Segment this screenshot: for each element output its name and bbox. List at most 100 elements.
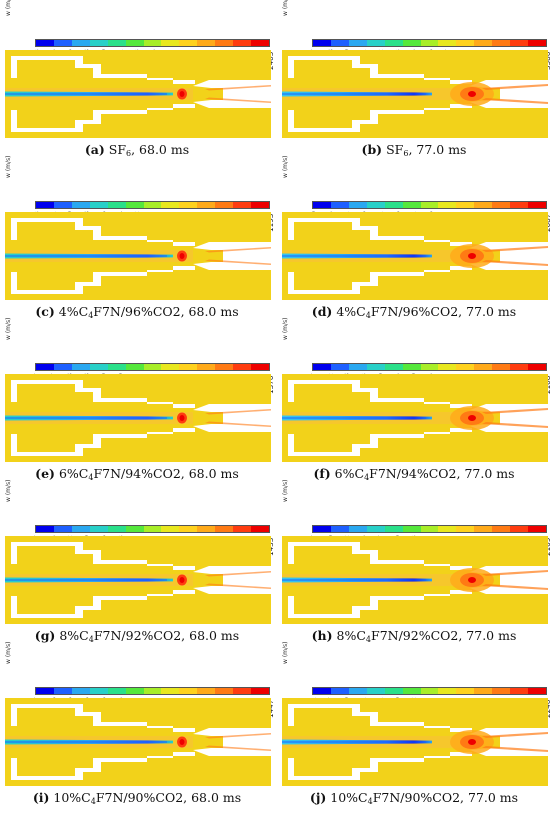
- colorbar-swatch: [251, 40, 269, 46]
- exhaust-flow: [205, 85, 271, 91]
- flow-field: [282, 698, 548, 786]
- moving-contact: [500, 736, 548, 748]
- jet-core: [282, 579, 426, 581]
- caption-subscript: 4: [90, 797, 96, 806]
- panel-caption: (d) 4%C4F7N/96%CO2, 77.0 ms: [280, 304, 548, 320]
- colorbar-swatch: [197, 688, 216, 694]
- colorbar-swatch: [402, 202, 421, 208]
- colorbar-swatch: [125, 364, 144, 370]
- colorbar-swatch: [330, 688, 349, 694]
- jet-core: [5, 579, 167, 581]
- colorbar-swatch: [384, 364, 403, 370]
- caption-letter: (e): [35, 466, 55, 481]
- colorbar-swatch: [161, 364, 180, 370]
- exhaust-flow: [205, 583, 271, 589]
- colorbar-swatch: [251, 364, 269, 370]
- exhaust-flow: [205, 259, 271, 265]
- caption-time: , 77.0 ms: [458, 304, 517, 319]
- exhaust-flow: [205, 409, 271, 415]
- caption-subscript: 4: [365, 635, 372, 644]
- colorbar: [35, 525, 270, 533]
- colorbar: [312, 363, 547, 371]
- flow-field: [5, 212, 271, 300]
- colorbar-swatch: [36, 688, 54, 694]
- flow-field: [5, 536, 271, 624]
- colorbar: [35, 201, 270, 209]
- exhaust-flow: [482, 260, 548, 266]
- exhaust-flow: [205, 733, 271, 739]
- nozzle-wall: [11, 428, 195, 456]
- colorbar-swatch: [53, 688, 72, 694]
- colorbar-swatch: [197, 40, 216, 46]
- caption-gas: 4%C: [58, 304, 89, 319]
- colorbar-swatch: [179, 688, 198, 694]
- flow-field: [282, 212, 548, 300]
- colorbar-swatch: [330, 364, 349, 370]
- colorbar-swatch: [251, 526, 269, 532]
- caption-subscript: 4: [365, 311, 371, 320]
- colorbar-swatch: [143, 202, 162, 208]
- flow-field: [282, 374, 548, 462]
- panel-b: w (m/s) -8437-7578-6720-5861-5002-4143-32…: [280, 0, 550, 162]
- colorbar-swatch: [89, 364, 108, 370]
- nozzle-wall: [193, 586, 271, 594]
- caption-time: , 68.0 ms: [180, 466, 239, 481]
- nozzle-wall: [11, 266, 195, 294]
- colorbar: [312, 201, 547, 209]
- exhaust-flow: [482, 422, 548, 428]
- caption-subscript: 4: [88, 635, 94, 644]
- colorbar-swatch: [179, 526, 198, 532]
- caption-gas: 6%C: [334, 466, 365, 481]
- caption-time: , 77.0 ms: [408, 142, 467, 157]
- nozzle-wall: [193, 748, 271, 756]
- colorbar-swatch: [402, 688, 421, 694]
- flow-field-plot: [5, 374, 271, 462]
- legend-axis-label: w (m/s): [282, 479, 289, 503]
- nozzle-wall: [288, 380, 472, 408]
- colorbar-swatch: [53, 364, 72, 370]
- colorbar-swatch: [313, 40, 331, 46]
- colorbar-swatch: [456, 40, 475, 46]
- colorbar-swatch: [143, 526, 162, 532]
- exhaust-flow: [482, 746, 548, 752]
- colorbar-ticks: -4081-3647-3119-2751-2301-1809-1402-963-…: [308, 650, 550, 718]
- panel-caption: (i) 10%C4F7N/90%CO2, 68.0 ms: [3, 790, 271, 806]
- colorbar-swatch: [510, 688, 529, 694]
- colorbar-swatch: [474, 688, 493, 694]
- panel-caption: (a) SF6, 68.0 ms: [3, 142, 271, 158]
- colorbar-ticks: -2537-2257-1978-1698-1420-1139-860-580-3…: [31, 326, 275, 394]
- colorbar-swatch: [366, 688, 385, 694]
- caption-gas-rest: F7N/90%CO2: [95, 790, 184, 805]
- moving-contact: [223, 736, 271, 748]
- exhaust-flow: [205, 745, 271, 751]
- legend-axis-label: w (m/s): [5, 317, 12, 341]
- colorbar-swatch: [528, 688, 546, 694]
- flow-field: [282, 536, 548, 624]
- colorbar-swatch: [89, 688, 108, 694]
- exhaust-flow: [482, 84, 548, 90]
- caption-letter: (d): [311, 304, 333, 319]
- panel-d: w (m/s) -4140-3695-3251-2806-2361-1916-14…: [280, 156, 550, 324]
- caption-letter: (j): [309, 790, 327, 805]
- flow-field-plot: [282, 536, 548, 624]
- colorbar-swatch: [233, 40, 252, 46]
- colorbar-swatch: [528, 364, 546, 370]
- panel-i: w (m/s) -2757-2456-2156-1856-1556-1255-95…: [3, 642, 275, 810]
- nozzle-wall: [288, 56, 472, 84]
- colorbar-swatch: [125, 202, 144, 208]
- colorbar-swatch: [313, 202, 331, 208]
- colorbar-swatch: [510, 526, 529, 532]
- colorbar: [35, 363, 270, 371]
- flow-field-plot: [5, 698, 271, 786]
- caption-letter: (b): [361, 142, 383, 157]
- colorbar-swatch: [420, 688, 439, 694]
- colorbar-swatch: [492, 526, 511, 532]
- caption-gas: SF: [108, 142, 127, 157]
- colorbar-swatch: [197, 526, 216, 532]
- colorbar-ticks: -8437-7578-6720-5861-5002-4143-3285-2426…: [308, 2, 550, 70]
- panel-caption: (g) 8%C4F7N/92%CO2, 68.0 ms: [3, 628, 271, 644]
- colorbar-swatch: [53, 526, 72, 532]
- colorbar-swatch: [313, 526, 331, 532]
- caption-gas: 10%C: [330, 790, 368, 805]
- caption-letter: (c): [35, 304, 55, 319]
